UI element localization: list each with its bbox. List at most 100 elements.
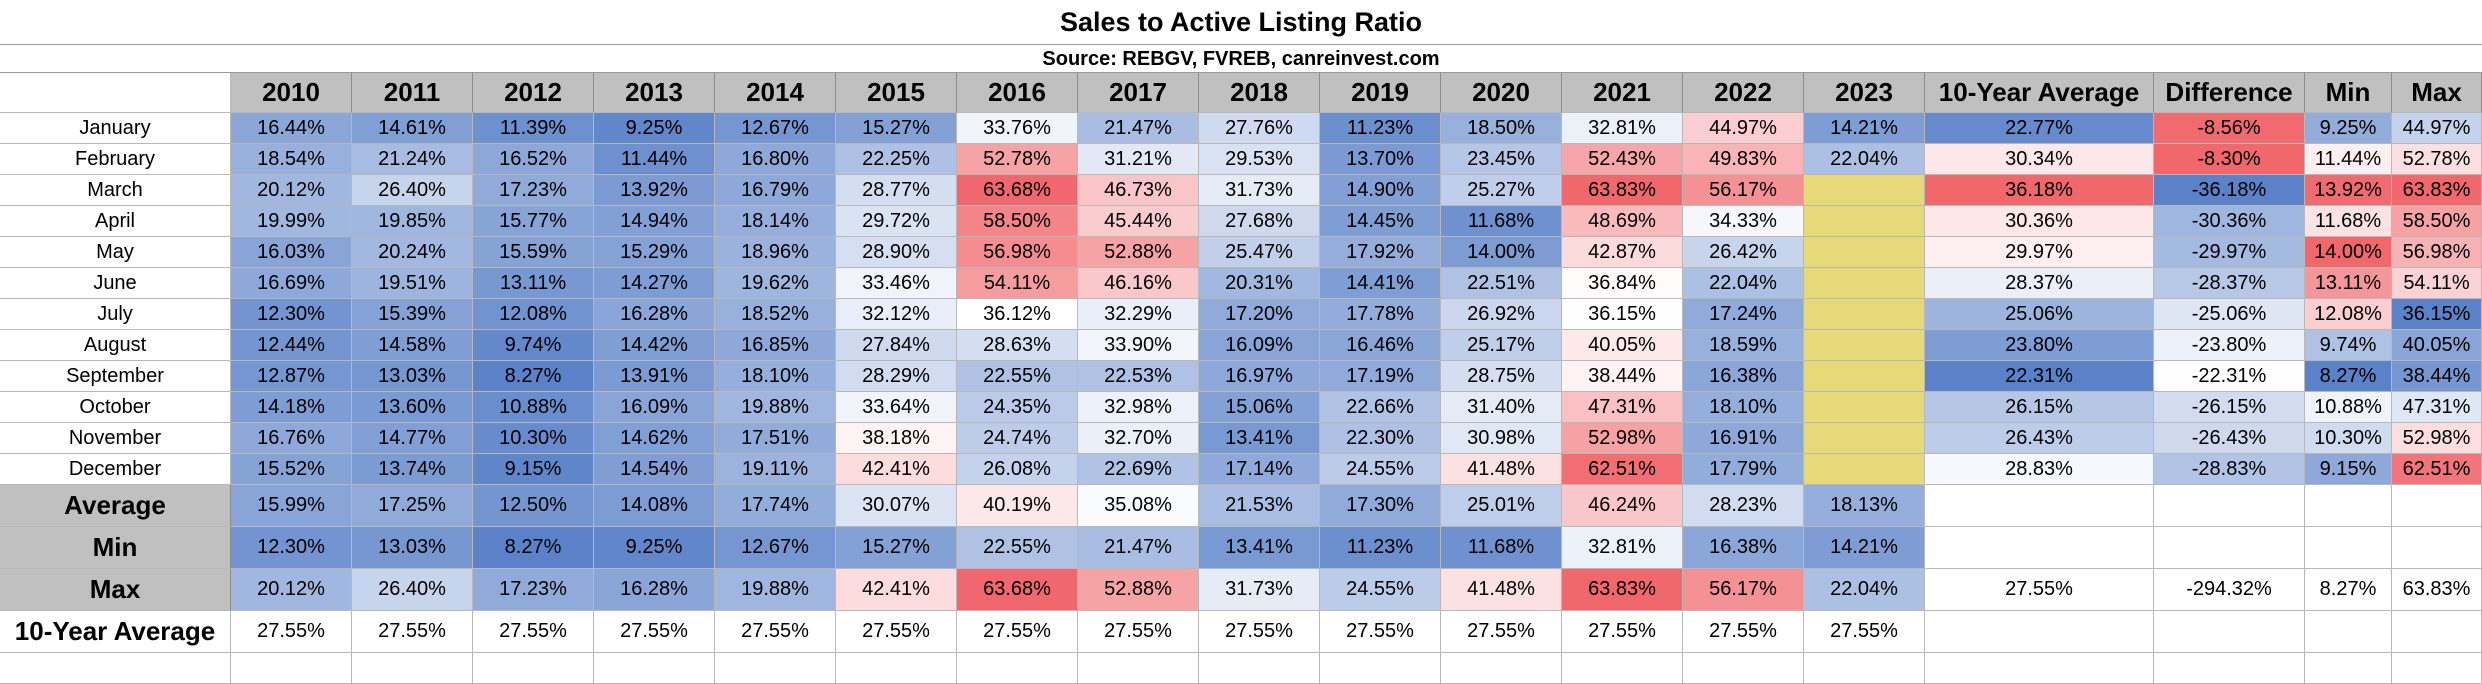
summary-cell: 15.27%: [836, 527, 957, 569]
table-cell: 13.41%: [1199, 423, 1320, 454]
table-cell: 16.91%: [1683, 423, 1804, 454]
table-cell: 23.80%: [1925, 330, 2154, 361]
summary-row-label: 10-Year Average: [0, 611, 231, 653]
column-header: 2017: [1078, 73, 1199, 113]
summary-cell: 17.23%: [473, 569, 594, 611]
table-cell: 24.35%: [957, 392, 1078, 423]
table-cell: 34.33%: [1683, 206, 1804, 237]
table-cell: -8.56%: [2154, 113, 2305, 144]
table-cell: 9.25%: [2305, 113, 2392, 144]
table-cell: 14.21%: [1804, 113, 1925, 144]
table-subtitle: Source: REBGV, FVREB, canreinvest.com: [0, 45, 2482, 73]
empty-cell: [1683, 653, 1804, 684]
summary-cell: 31.73%: [1199, 569, 1320, 611]
empty-cell: [0, 653, 231, 684]
table-cell: 46.73%: [1078, 175, 1199, 206]
row-label: April: [0, 206, 231, 237]
empty-cell: [1925, 653, 2154, 684]
table-cell: 54.11%: [957, 268, 1078, 299]
row-label: October: [0, 392, 231, 423]
table-cell: 17.20%: [1199, 299, 1320, 330]
table-cell: 13.74%: [352, 454, 473, 485]
table-cell: 12.30%: [231, 299, 352, 330]
summary-cell: [2305, 527, 2392, 569]
row-label: February: [0, 144, 231, 175]
table-cell: 56.98%: [2392, 237, 2482, 268]
table-cell: 30.34%: [1925, 144, 2154, 175]
table-cell: 41.48%: [1441, 454, 1562, 485]
summary-cell: 27.55%: [473, 611, 594, 653]
table-cell: 15.29%: [594, 237, 715, 268]
table-cell: 21.47%: [1078, 113, 1199, 144]
summary-cell: -294.32%: [2154, 569, 2305, 611]
table-cell: 26.15%: [1925, 392, 2154, 423]
table-cell: 31.40%: [1441, 392, 1562, 423]
table-cell: [1804, 268, 1925, 299]
table-cell: 28.29%: [836, 361, 957, 392]
summary-cell: 27.55%: [1683, 611, 1804, 653]
row-label: March: [0, 175, 231, 206]
table-cell: 29.97%: [1925, 237, 2154, 268]
table-cell: 14.42%: [594, 330, 715, 361]
column-header: 2016: [957, 73, 1078, 113]
table-cell: 9.15%: [2305, 454, 2392, 485]
summary-cell: 13.03%: [352, 527, 473, 569]
summary-cell: 8.27%: [2305, 569, 2392, 611]
table-cell: 24.74%: [957, 423, 1078, 454]
table-cell: 36.18%: [1925, 175, 2154, 206]
table-cell: [1804, 330, 1925, 361]
table-cell: 16.09%: [594, 392, 715, 423]
table-cell: [1804, 392, 1925, 423]
table-cell: 32.70%: [1078, 423, 1199, 454]
empty-cell: [352, 653, 473, 684]
table-cell: 36.15%: [2392, 299, 2482, 330]
summary-cell: 40.19%: [957, 485, 1078, 527]
table-cell: 14.90%: [1320, 175, 1441, 206]
table-cell: 22.69%: [1078, 454, 1199, 485]
table-cell: 22.55%: [957, 361, 1078, 392]
table-cell: 28.63%: [957, 330, 1078, 361]
summary-cell: 21.53%: [1199, 485, 1320, 527]
table-cell: 18.50%: [1441, 113, 1562, 144]
summary-cell: 26.40%: [352, 569, 473, 611]
table-cell: 19.62%: [715, 268, 836, 299]
table-cell: 17.79%: [1683, 454, 1804, 485]
summary-cell: [2154, 527, 2305, 569]
table-cell: 13.60%: [352, 392, 473, 423]
empty-cell: [836, 653, 957, 684]
table-cell: 46.16%: [1078, 268, 1199, 299]
summary-cell: 22.55%: [957, 527, 1078, 569]
summary-cell: 12.67%: [715, 527, 836, 569]
table-cell: 16.46%: [1320, 330, 1441, 361]
table-cell: 52.78%: [2392, 144, 2482, 175]
table-cell: 22.30%: [1320, 423, 1441, 454]
table-cell: 17.14%: [1199, 454, 1320, 485]
table-cell: 28.77%: [836, 175, 957, 206]
table-cell: 27.84%: [836, 330, 957, 361]
table-cell: 38.18%: [836, 423, 957, 454]
table-cell: -30.36%: [2154, 206, 2305, 237]
table-cell: 18.54%: [231, 144, 352, 175]
table-cell: 30.36%: [1925, 206, 2154, 237]
table-cell: 12.08%: [2305, 299, 2392, 330]
table-cell: 32.81%: [1562, 113, 1683, 144]
table-cell: 9.25%: [594, 113, 715, 144]
table-cell: 25.17%: [1441, 330, 1562, 361]
table-cell: 20.24%: [352, 237, 473, 268]
table-cell: 18.59%: [1683, 330, 1804, 361]
summary-cell: 25.01%: [1441, 485, 1562, 527]
table-cell: 48.69%: [1562, 206, 1683, 237]
summary-cell: [2392, 611, 2482, 653]
table-cell: 27.68%: [1199, 206, 1320, 237]
table-cell: 11.68%: [2305, 206, 2392, 237]
table-cell: 33.46%: [836, 268, 957, 299]
table-cell: [1804, 423, 1925, 454]
summary-cell: 27.55%: [231, 611, 352, 653]
table-cell: 18.10%: [1683, 392, 1804, 423]
summary-cell: 24.55%: [1320, 569, 1441, 611]
table-cell: 11.23%: [1320, 113, 1441, 144]
column-header: 2014: [715, 73, 836, 113]
summary-cell: 14.21%: [1804, 527, 1925, 569]
table-cell: [1804, 361, 1925, 392]
table-cell: -25.06%: [2154, 299, 2305, 330]
